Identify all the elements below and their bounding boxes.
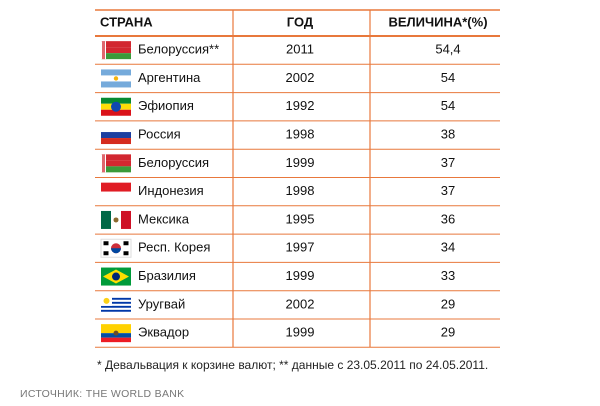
flag-globe bbox=[112, 272, 120, 281]
year: 2002 bbox=[286, 70, 315, 85]
flag-stripe bbox=[101, 69, 131, 76]
year: 1997 bbox=[286, 240, 315, 255]
header-year: ГОД bbox=[287, 14, 314, 29]
flag-stripe bbox=[101, 154, 131, 161]
header-value: ВЕЛИЧИНА*(%) bbox=[388, 14, 487, 29]
value: 29 bbox=[441, 296, 455, 311]
flag-stripe bbox=[121, 210, 131, 229]
flag bbox=[101, 97, 131, 116]
year: 1999 bbox=[286, 155, 315, 170]
flag-stripe bbox=[101, 210, 111, 229]
flag-emblem bbox=[113, 330, 119, 336]
year: 2011 bbox=[286, 42, 314, 57]
flag bbox=[101, 154, 131, 173]
source: ИСТОЧНИК: THE WORLD BANK bbox=[20, 388, 184, 400]
flag bbox=[101, 69, 131, 88]
year: 1998 bbox=[286, 183, 315, 198]
flag-stripe bbox=[101, 303, 131, 306]
value: 54 bbox=[441, 70, 455, 85]
flag-stripe bbox=[101, 109, 131, 116]
flag bbox=[100, 238, 132, 258]
flag-stripe bbox=[101, 47, 131, 54]
flag-stripe bbox=[101, 301, 131, 304]
flag-trigram bbox=[123, 241, 129, 246]
flag-stripe bbox=[101, 182, 131, 192]
country: Аргентина bbox=[138, 70, 201, 85]
flag-stripe bbox=[101, 41, 131, 48]
flag-taegeuk bbox=[111, 248, 121, 254]
year: 1995 bbox=[286, 211, 315, 226]
flag-ornament bbox=[102, 41, 105, 60]
flag-stripe bbox=[101, 81, 131, 88]
header-country: СТРАНА bbox=[100, 14, 153, 29]
country: Белоруссия** bbox=[138, 42, 219, 57]
flag-stripe bbox=[101, 132, 131, 139]
value: 37 bbox=[441, 155, 455, 170]
flag bbox=[101, 126, 131, 145]
country: Респ. Корея bbox=[138, 240, 210, 255]
year: 2002 bbox=[286, 296, 315, 311]
flag-stripe bbox=[101, 126, 131, 133]
flag bbox=[101, 324, 131, 343]
flag-stripe bbox=[101, 305, 131, 308]
value: 34 bbox=[441, 240, 455, 255]
value: 54 bbox=[441, 98, 455, 113]
flag-sun bbox=[113, 76, 119, 81]
country: Индонезия bbox=[138, 183, 204, 198]
year: 1999 bbox=[286, 268, 315, 283]
value: 54,4 bbox=[435, 42, 460, 57]
year: 1992 bbox=[286, 98, 315, 113]
value: 29 bbox=[441, 325, 455, 340]
flag-stripe bbox=[101, 324, 131, 334]
flag-stripe bbox=[101, 297, 131, 300]
flag bbox=[101, 295, 131, 314]
flag-emblem bbox=[111, 101, 121, 112]
flag-emblem bbox=[113, 217, 119, 223]
flag-stripe bbox=[101, 191, 131, 201]
country: Эфиопия bbox=[138, 98, 194, 113]
flag-stripe bbox=[101, 166, 131, 173]
value: 37 bbox=[441, 183, 455, 198]
flag-stripe bbox=[101, 53, 131, 60]
year: 1998 bbox=[286, 126, 315, 141]
flag-stripe bbox=[101, 138, 131, 145]
flag bbox=[101, 182, 131, 201]
footnote: * Девальвация к корзине валют; ** данные… bbox=[97, 358, 488, 372]
country: Бразилия bbox=[138, 268, 196, 283]
flag-stripe bbox=[101, 309, 131, 312]
flag-trigram bbox=[123, 251, 129, 256]
flag bbox=[101, 210, 131, 229]
country: Уругвай bbox=[138, 296, 185, 311]
flag-ornament bbox=[102, 154, 105, 173]
value: 38 bbox=[441, 126, 455, 141]
value: 36 bbox=[441, 211, 455, 226]
country: Мексика bbox=[138, 211, 190, 226]
value: 33 bbox=[441, 268, 455, 283]
flag-stripe bbox=[101, 97, 131, 104]
flag-stripe bbox=[101, 307, 131, 310]
flag-sun bbox=[103, 297, 110, 304]
country: Россия bbox=[138, 126, 181, 141]
flag-trigram bbox=[103, 251, 109, 256]
flag-stripe bbox=[101, 311, 131, 314]
flag-trigram bbox=[103, 241, 109, 246]
year: 1999 bbox=[286, 325, 315, 340]
flag bbox=[101, 267, 131, 286]
flag-stripe bbox=[101, 337, 131, 343]
country: Белоруссия bbox=[138, 155, 209, 170]
flag-stripe bbox=[101, 160, 131, 167]
flag bbox=[101, 41, 131, 60]
flag-stripe bbox=[101, 299, 131, 302]
flag-stripe bbox=[101, 295, 131, 298]
country: Эквадор bbox=[138, 325, 189, 340]
